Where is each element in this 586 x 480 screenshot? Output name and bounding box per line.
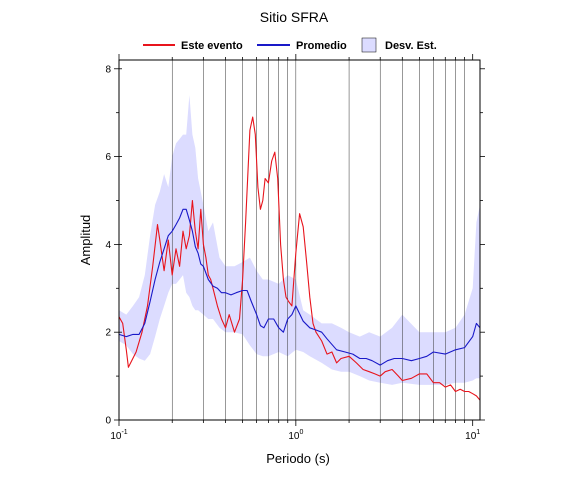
x-tick-label-base: 10 bbox=[288, 431, 300, 442]
y-tick-label: 4 bbox=[105, 240, 111, 251]
y-axis-label: Amplitud bbox=[78, 215, 93, 266]
y-tick-label: 2 bbox=[105, 328, 111, 339]
plot-frame bbox=[118, 59, 481, 421]
x-tick-label-exponent: -1 bbox=[121, 429, 127, 436]
plot-area bbox=[118, 60, 481, 420]
x-tick-label: 100 bbox=[288, 429, 303, 442]
legend-label-este-evento: Este evento bbox=[181, 40, 243, 52]
x-tick-label-base: 10 bbox=[465, 431, 477, 442]
std-dev-band bbox=[119, 95, 480, 385]
legend-swatch-desv-est bbox=[361, 37, 377, 53]
series-line-promedio bbox=[118, 208, 481, 366]
x-tick-label-exponent: 1 bbox=[476, 429, 480, 436]
series-line-este-evento bbox=[118, 116, 481, 401]
chart-title: Sitio SFRA bbox=[260, 9, 329, 25]
y-tick-label: 6 bbox=[105, 152, 111, 163]
x-tick-label: 10-1 bbox=[110, 429, 127, 442]
x-tick-label-exponent: 0 bbox=[299, 429, 303, 436]
grid-layer bbox=[171, 60, 465, 420]
series-layer bbox=[118, 116, 481, 401]
legend-label-desv-est: Desv. Est. bbox=[385, 40, 437, 52]
x-axis-label: Periodo (s) bbox=[266, 451, 330, 466]
y-tick-label: 0 bbox=[105, 416, 111, 427]
legend: Este evento Promedio Desv. Est. bbox=[143, 37, 437, 53]
y-tick-label: 8 bbox=[105, 64, 111, 75]
x-tick-label: 101 bbox=[465, 429, 480, 442]
legend-label-promedio: Promedio bbox=[296, 40, 347, 52]
x-tick-label-base: 10 bbox=[110, 431, 122, 442]
std-dev-band-layer bbox=[119, 95, 480, 385]
